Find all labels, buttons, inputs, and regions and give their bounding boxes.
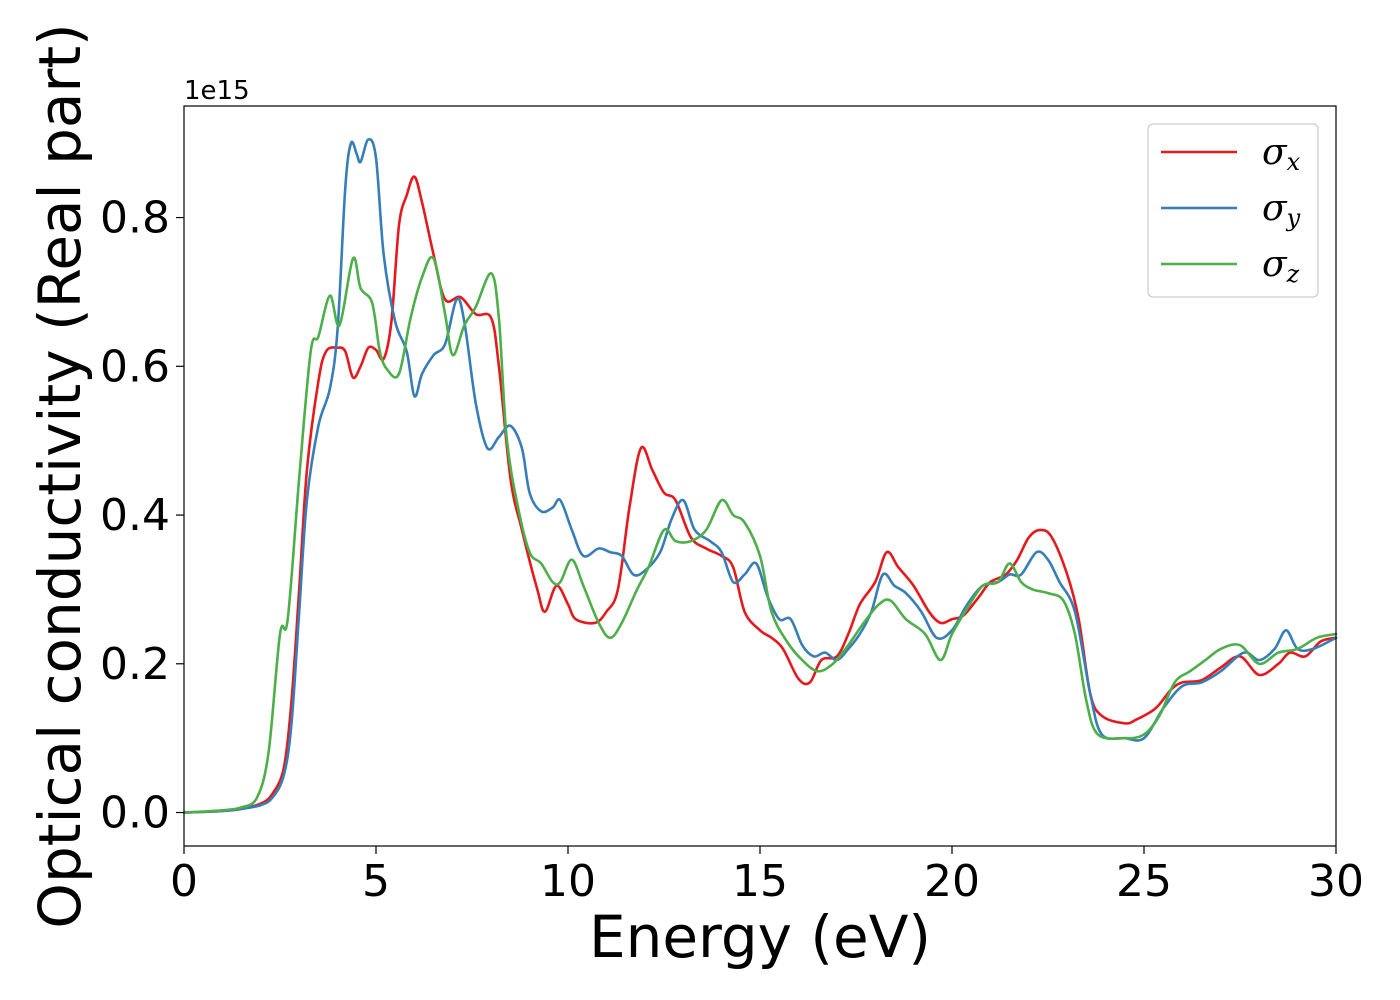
series-layer (182, 138, 1338, 814)
x-tick-label: 5 (362, 856, 390, 907)
legend-box (1147, 123, 1319, 298)
x-tick-label: 10 (540, 856, 596, 907)
x-tick-label: 30 (1308, 856, 1364, 907)
y-axis-label: Optical conductivity (Real part) (26, 23, 94, 928)
x-tick-label: 25 (1116, 856, 1172, 907)
y-tick-label: 0.8 (100, 193, 170, 244)
series-line-sigma-y (182, 138, 1338, 814)
legend-label-sigma-x: σx (1262, 132, 1301, 176)
y-tick-label: 0.0 (100, 788, 170, 839)
y-offset-text: 1e15 (184, 76, 250, 106)
legend: σx σy σz (1147, 123, 1319, 298)
y-tick-label: 0.6 (100, 341, 170, 392)
y-axis-ticks: 0.0 0.2 0.4 0.6 0.8 (100, 193, 184, 839)
y-tick-label: 0.4 (100, 490, 170, 541)
legend-label-sigma-y: σy (1262, 188, 1301, 232)
x-tick-label: 0 (170, 856, 198, 907)
x-axis-ticks: 0 5 10 15 20 25 30 (170, 846, 1364, 907)
y-tick-label: 0.2 (100, 639, 170, 690)
x-tick-label: 15 (732, 856, 788, 907)
x-axis-label: Energy (eV) (589, 903, 931, 971)
legend-label-sigma-z: σz (1262, 244, 1300, 288)
x-tick-label: 20 (924, 856, 980, 907)
series-line-sigma-z (182, 255, 1338, 814)
